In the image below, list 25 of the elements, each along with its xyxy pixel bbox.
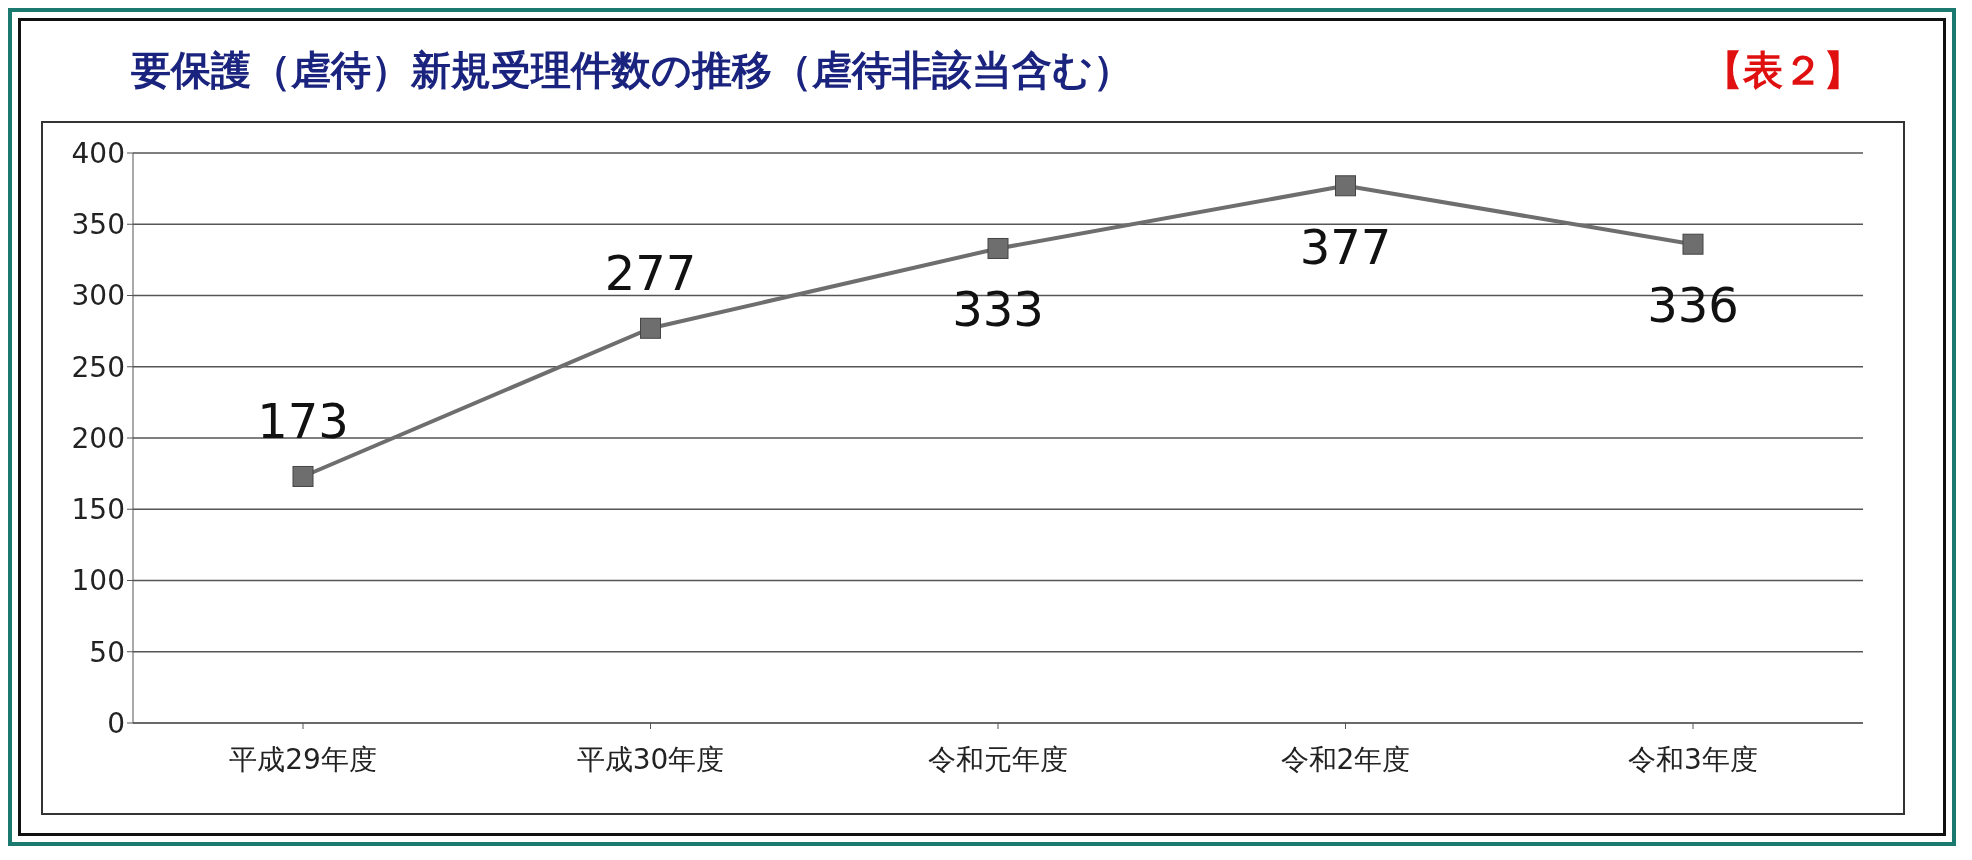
x-tick-label: 令和3年度: [1628, 742, 1758, 776]
y-tick-label: 150: [71, 493, 125, 527]
point: [987, 237, 1009, 259]
y-tick-label: 200: [71, 421, 125, 455]
y-tick-label: 350: [71, 208, 125, 242]
y-tick-label: 250: [71, 350, 125, 384]
data-label: 333: [952, 281, 1044, 338]
y-tick-label: 50: [89, 635, 125, 669]
x-tick-label: 令和2年度: [1280, 742, 1411, 776]
y-tick-label: 300: [71, 279, 125, 313]
x-tick-label: 平成29年度: [229, 742, 377, 776]
point: [292, 465, 314, 487]
data-label: 377: [1299, 218, 1392, 275]
point: [1335, 175, 1356, 197]
x-tick-label: 平成30年度: [576, 742, 725, 776]
text: 【表２】: [1703, 46, 1863, 95]
y-tick-label: 100: [71, 564, 125, 598]
data-label: 173: [257, 393, 349, 450]
point: [1682, 233, 1704, 255]
y-tick-label: 400: [71, 136, 125, 170]
point: [640, 317, 661, 339]
y-tick-label: 0: [107, 706, 125, 740]
data-label: 277: [604, 245, 697, 302]
chart-title: 要保護（虐待）新規受理件数の推移（虐待非該当含む）: [131, 46, 1133, 95]
x-tick-label: 令和元年度: [928, 742, 1068, 776]
